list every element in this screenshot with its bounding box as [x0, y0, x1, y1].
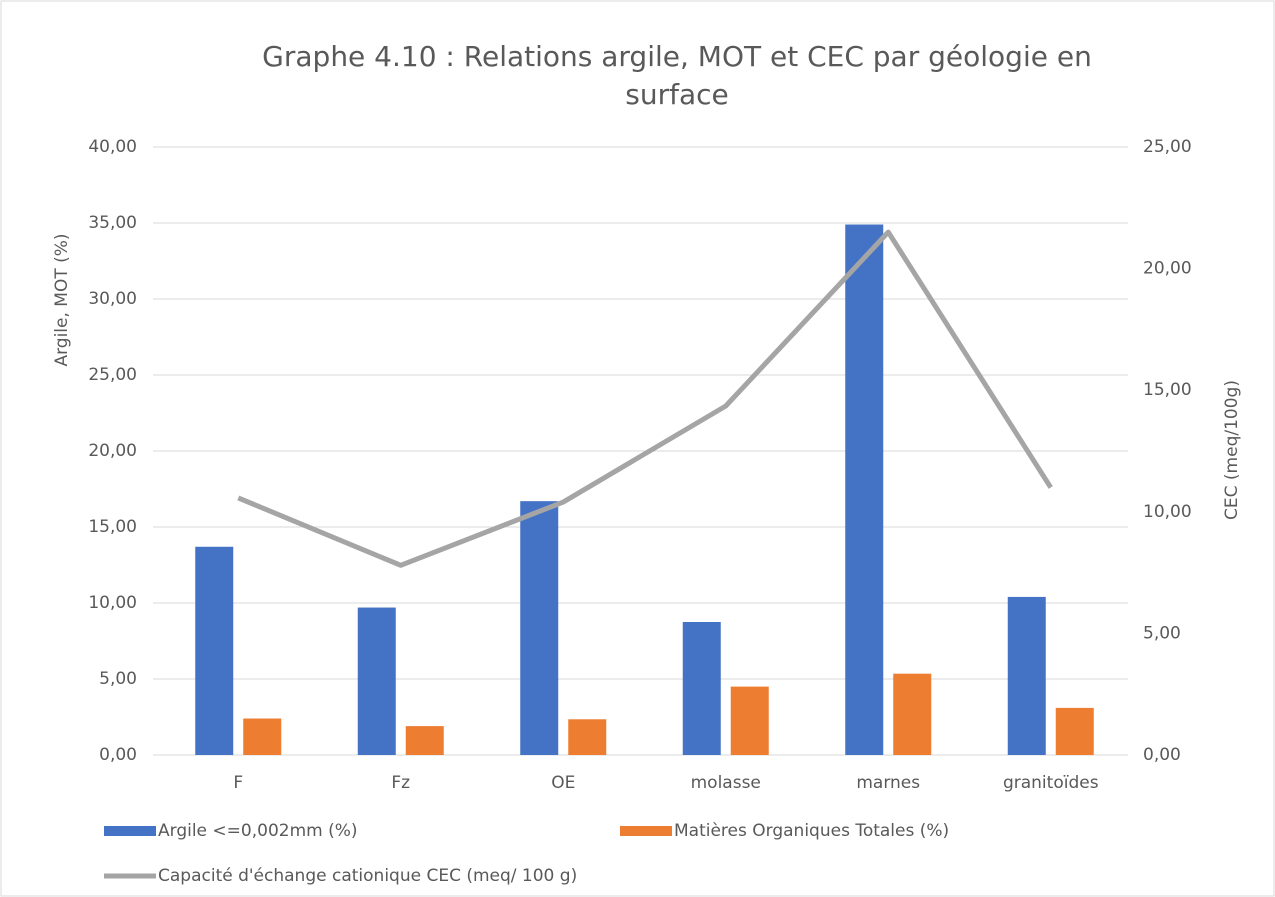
y-tick-label: 10,00 — [88, 593, 137, 613]
y2-tick-label: 25,00 — [1143, 137, 1192, 157]
y-tick-label: 20,00 — [88, 441, 137, 461]
y2-axis-title: CEC (meq/100g) — [1222, 380, 1242, 520]
y-tick-label: 15,00 — [88, 517, 137, 537]
line — [237, 229, 1053, 568]
bar — [520, 501, 559, 755]
y2-tick-label: 20,00 — [1143, 259, 1192, 279]
y2-tick-label: 10,00 — [1143, 502, 1192, 522]
y2-tick-label: 5,00 — [1143, 623, 1181, 643]
x-tick-label: granitoïdes — [1003, 773, 1099, 793]
legend-label: Matières Organiques Totales (%) — [674, 821, 949, 841]
y-axis-title: Argile, MOT (%) — [52, 233, 72, 366]
bar — [845, 224, 884, 755]
y-tick-label: 25,00 — [88, 365, 137, 385]
y-tick-label: 35,00 — [88, 213, 137, 233]
x-tick-label: marnes — [856, 773, 920, 793]
x-tick-label: molasse — [691, 773, 761, 793]
legend-swatch — [620, 826, 672, 836]
x-tick-label: OE — [551, 773, 575, 793]
y2-tick-label: 0,00 — [1143, 745, 1181, 765]
bar — [1055, 707, 1094, 755]
bar — [893, 673, 932, 755]
x-tick-label: Fz — [391, 773, 410, 793]
bar — [568, 719, 607, 755]
legend-label: Capacité d'échange cationique CEC (meq/ … — [158, 866, 577, 886]
y-tick-label: 30,00 — [88, 289, 137, 309]
y-tick-label: 40,00 — [88, 137, 137, 157]
bar — [730, 686, 769, 755]
legend-label: Argile <=0,002mm (%) — [158, 821, 358, 841]
chart-title: Graphe 4.10 : Relations argile, MOT et C… — [262, 40, 1092, 111]
bar — [1007, 596, 1046, 755]
y-tick-label: 0,00 — [99, 745, 137, 765]
bar — [357, 607, 396, 755]
x-tick-label: F — [233, 773, 243, 793]
y-tick-label: 5,00 — [99, 669, 137, 689]
legend-swatch — [104, 826, 156, 836]
bar — [195, 546, 234, 755]
bar — [405, 726, 444, 755]
y2-tick-label: 15,00 — [1143, 380, 1192, 400]
bar — [243, 718, 282, 755]
bar — [682, 622, 721, 755]
